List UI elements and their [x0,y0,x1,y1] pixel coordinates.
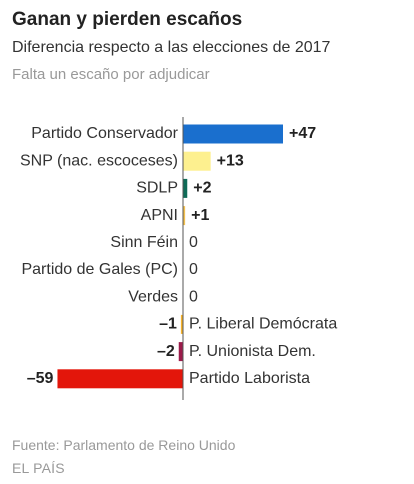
bar-2 [183,151,211,171]
value-label: +13 [217,152,244,169]
value-label: +1 [191,207,209,224]
chart-title: Ganan y pierden escaños [12,9,243,30]
bar-9 [178,342,183,362]
category-label: P. Unionista Dem. [189,343,316,360]
category-label: Sinn Féin [110,234,178,251]
bar-3 [183,178,188,198]
category-label: SDLP [136,180,178,197]
category-label: Partido Laborista [189,370,310,387]
category-label: Verdes [128,288,178,305]
value-label: +47 [289,125,316,142]
bar-chart: Partido Conservador +47 SNP (nac. escocese… [20,117,337,400]
category-label: Partido Conservador [31,125,178,142]
chart-note: Falta un escaño por adjudicar [12,66,210,83]
value-label: 0 [189,288,198,305]
bar-10 [57,369,183,389]
category-label: SNP (nac. escoceses) [20,152,178,169]
value-label: –59 [27,370,54,387]
source-text: Fuente: Parlamento de Reino Unido [12,437,236,453]
outlet-text: EL PAÍS [12,460,65,476]
value-label: –2 [157,343,175,360]
category-label: APNI [141,207,178,224]
bar-4 [183,206,186,226]
value-label: 0 [189,261,198,278]
value-label: 0 [189,234,198,251]
bar-1 [183,124,283,144]
value-label: –1 [159,316,177,333]
bar-8 [180,314,183,334]
value-label: +2 [193,180,211,197]
category-label: P. Liberal Demócrata [189,316,337,333]
category-label: Partido de Gales (PC) [21,261,178,278]
chart-subtitle: Diferencia respecto a las elecciones de … [12,39,331,56]
